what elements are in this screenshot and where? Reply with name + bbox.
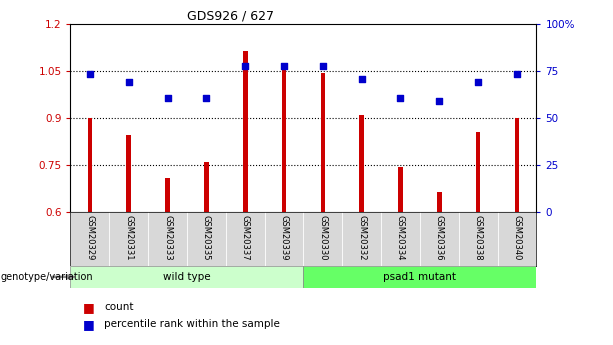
Text: percentile rank within the sample: percentile rank within the sample (104, 319, 280, 329)
Point (85, 71, 95, 77)
Bar (398, 167, 403, 212)
Bar (303, 266, 536, 288)
Bar (70, 266, 303, 288)
Bar (515, 118, 519, 212)
Point (162, 95, 172, 100)
Text: GSM20335: GSM20335 (202, 215, 211, 260)
Point (395, 95, 405, 100)
Bar (204, 162, 208, 212)
Text: ■: ■ (83, 300, 94, 314)
Text: wild type: wild type (163, 272, 211, 282)
Bar (166, 178, 170, 212)
Text: GSM20336: GSM20336 (435, 215, 444, 260)
Point (357, 76, 367, 82)
Text: GSM20334: GSM20334 (396, 215, 405, 260)
Bar (282, 67, 286, 212)
Bar (321, 73, 325, 212)
Text: count: count (104, 302, 134, 312)
Text: GSM20331: GSM20331 (124, 215, 133, 260)
Text: genotype/variation: genotype/variation (1, 272, 93, 282)
Bar (476, 132, 481, 212)
Point (318, 64, 328, 69)
Point (279, 64, 289, 69)
Text: GSM20338: GSM20338 (474, 215, 482, 260)
Point (240, 64, 250, 69)
Bar (88, 118, 92, 212)
Bar (359, 115, 364, 212)
Text: GSM20332: GSM20332 (357, 215, 366, 260)
Text: ■: ■ (83, 318, 94, 331)
Point (512, 71, 522, 77)
Text: GSM20330: GSM20330 (318, 215, 327, 260)
Text: GSM20340: GSM20340 (512, 215, 522, 260)
Text: GDS926 / 627: GDS926 / 627 (187, 10, 274, 23)
Text: GSM20329: GSM20329 (85, 215, 94, 260)
Text: psad1 mutant: psad1 mutant (383, 272, 457, 282)
Text: GSM20339: GSM20339 (280, 215, 289, 260)
Bar (243, 51, 248, 212)
Point (202, 95, 211, 100)
Point (124, 79, 134, 85)
Bar (437, 192, 441, 212)
Text: GSM20333: GSM20333 (163, 215, 172, 260)
Point (435, 98, 444, 104)
Text: GSM20337: GSM20337 (241, 215, 249, 260)
Point (473, 79, 483, 85)
Bar (126, 135, 131, 212)
